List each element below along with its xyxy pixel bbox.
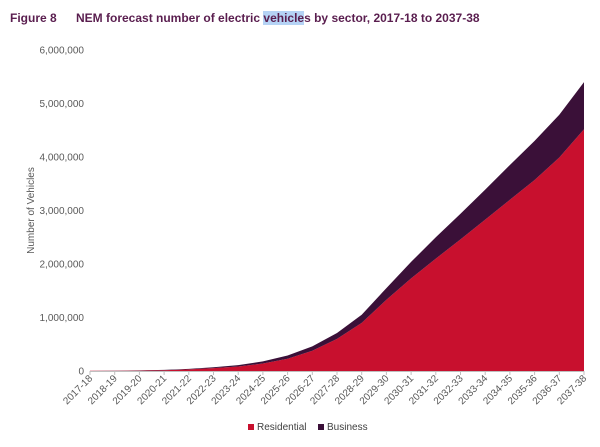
y-axis-title: Number of Vehicles xyxy=(26,167,37,254)
title-part-2: s by sector, 2017-18 to 2037-38 xyxy=(304,11,480,25)
figure-title: NEM forecast number of electric vehicles… xyxy=(76,11,480,25)
figure-label: Figure 8 xyxy=(10,11,57,25)
title-highlighted-text: vehicle xyxy=(263,11,305,25)
legend-swatch-residential xyxy=(248,424,254,430)
title-part-1: NEM forecast number of electric xyxy=(76,11,264,25)
y-tick-label: 5,000,000 xyxy=(40,99,85,110)
legend-swatch-business xyxy=(318,424,324,430)
y-tick-label: 1,000,000 xyxy=(40,313,85,324)
legend-label-business: Business xyxy=(327,422,368,433)
y-tick-label: 6,000,000 xyxy=(40,46,85,57)
figure-header: Figure 8 NEM forecast number of electric … xyxy=(10,11,480,25)
y-tick-label: 3,000,000 xyxy=(40,206,85,217)
y-tick-label: 2,000,000 xyxy=(40,260,85,271)
y-tick-label: 4,000,000 xyxy=(40,153,85,164)
legend-label-residential: Residential xyxy=(257,422,306,433)
area-residential xyxy=(90,129,584,371)
y-tick-label: 0 xyxy=(78,367,84,378)
